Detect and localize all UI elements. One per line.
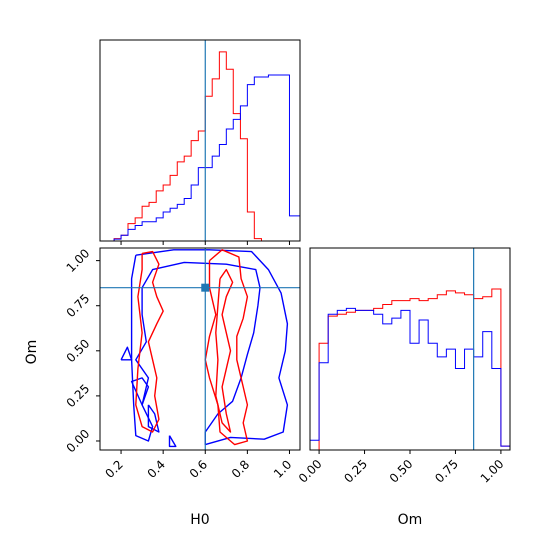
contour-series-0-level-1 bbox=[130, 377, 150, 406]
h0-xtick-label-1: 0.4 bbox=[145, 457, 168, 480]
h0-hist-series-0 bbox=[100, 51, 300, 242]
contour-series-1-level-0 bbox=[135, 250, 164, 433]
om-xtick-label-1: 0.25 bbox=[341, 457, 370, 486]
h0-marginal-panel bbox=[99, 39, 301, 245]
om-ytick-label-4: 1.00 bbox=[64, 246, 93, 275]
om-xtick-label-4: 1.00 bbox=[478, 457, 507, 486]
om-xtick-label-2: 0.50 bbox=[387, 457, 416, 486]
om-marginal-frame bbox=[309, 247, 511, 451]
contour-frame bbox=[99, 247, 301, 451]
om-hist-series-1 bbox=[309, 307, 510, 450]
h0-hist-series-1 bbox=[100, 74, 300, 242]
h0-xtick-label-3: 0.8 bbox=[229, 457, 252, 480]
contour-series-0-level-3 bbox=[120, 346, 133, 361]
truth-point-marker bbox=[201, 283, 210, 292]
h0-marginal-frame bbox=[99, 39, 301, 242]
h0-xtick-label-0: 0.2 bbox=[103, 457, 126, 480]
contour-series-0-level-2 bbox=[147, 404, 160, 433]
om-xtick-label-0: 0.00 bbox=[296, 457, 325, 486]
contour-series-1-level-2 bbox=[215, 268, 234, 433]
om-ytick-label-3: 0.75 bbox=[64, 291, 93, 320]
contour-series-1-level-1 bbox=[204, 249, 249, 446]
h0-om-contour-panel: 0.2 0.4 0.6 0.8 1.0 0.00 0.25 0.50 0.75 1.00 bbox=[64, 246, 301, 481]
om-ytick-label-2: 0.50 bbox=[64, 336, 93, 365]
h0-xtick-label-2: 0.6 bbox=[187, 457, 210, 480]
contour-series-0-level-4 bbox=[168, 435, 177, 448]
om-marginal-panel: 0.00 0.25 0.50 0.75 1.00 bbox=[296, 247, 511, 486]
h0-xtick-label-4: 1.0 bbox=[271, 457, 294, 480]
om-ytick-label-1: 0.25 bbox=[64, 381, 93, 410]
om-xtick-label-3: 0.75 bbox=[432, 457, 461, 486]
contour-lines bbox=[120, 249, 289, 448]
x-axis-label-h0: H0 bbox=[190, 512, 209, 528]
contour-series-0-level-0 bbox=[130, 249, 289, 446]
x-axis-label-om: Om bbox=[398, 512, 423, 528]
y-axis-label-om: Om bbox=[24, 340, 40, 365]
om-hist-series-0 bbox=[310, 288, 510, 451]
om-ytick-label-0: 0.00 bbox=[64, 427, 93, 456]
